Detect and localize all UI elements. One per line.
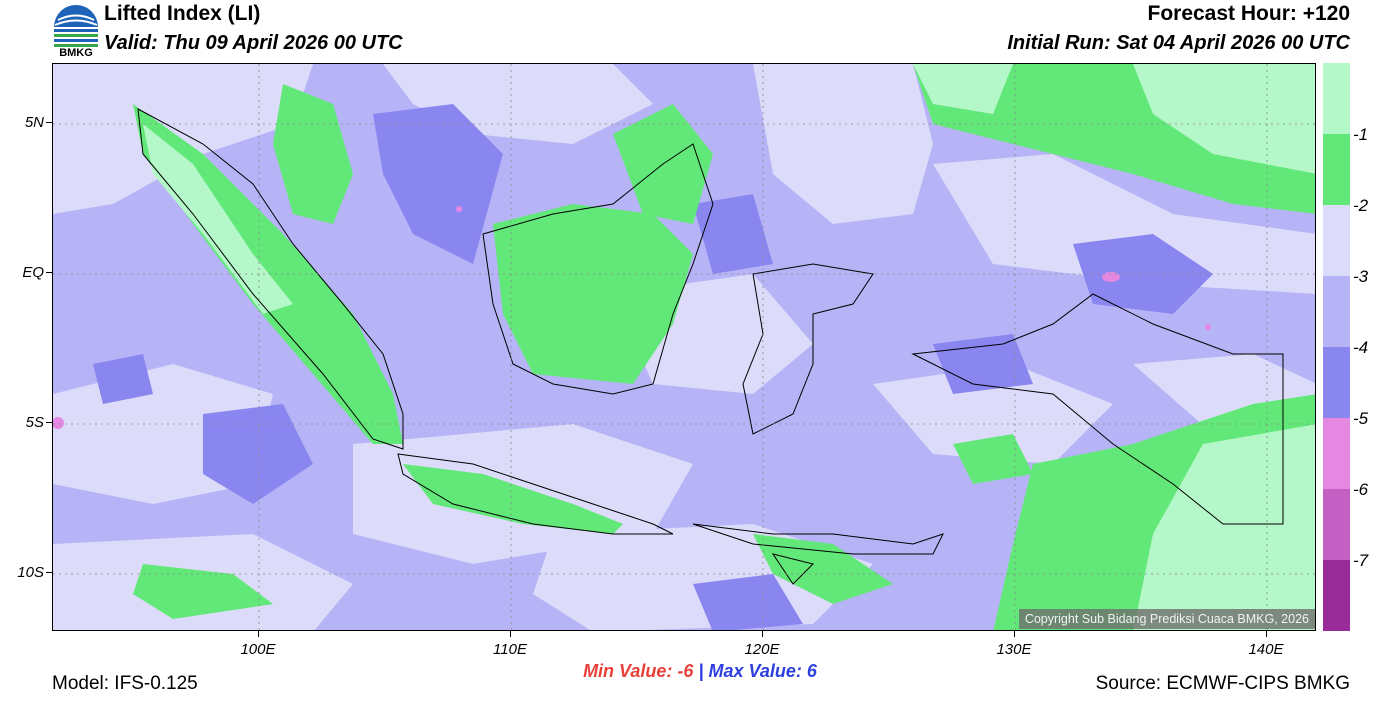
lat-label-5n: 5N — [24, 114, 44, 131]
logo-text: BMKG — [59, 47, 93, 59]
max-value: 6 — [806, 661, 817, 681]
colorbar-label: -3 — [1353, 267, 1369, 286]
copyright-notice: Copyright Sub Bidang Prediksi Cuaca BMKG… — [1018, 609, 1315, 629]
min-value: -6 — [677, 661, 694, 681]
colorbar-label: -1 — [1353, 125, 1369, 144]
forecast-hour: Forecast Hour: +120 — [1147, 2, 1351, 25]
colorbar-swatch — [1323, 134, 1350, 205]
colorbar-swatch — [1323, 63, 1350, 134]
lon-label-100e: 100E — [240, 641, 276, 658]
valid-time: Valid: Thu 09 April 2026 00 UTC — [104, 32, 403, 54]
lat-tick — [46, 122, 52, 123]
colorbar-label: -5 — [1353, 409, 1369, 428]
colorbar-label: -2 — [1353, 196, 1369, 215]
colorbar-swatch — [1323, 418, 1350, 489]
chart-title: Lifted Index (LI) — [104, 2, 261, 25]
field-dark-zones — [93, 104, 1213, 630]
colorbar-swatch — [1323, 489, 1350, 560]
colorbar-swatch — [1323, 347, 1350, 418]
source-info: Source: ECMWF-CIPS BMKG — [1095, 673, 1350, 694]
lon-label-120e: 120E — [744, 641, 780, 658]
lat-tick — [46, 272, 52, 273]
colorbar-swatch — [1323, 276, 1350, 347]
lat-label-10s: 10S — [17, 564, 44, 581]
min-max-values: Min Value: -6 | Max Value: 6 — [0, 661, 1400, 682]
coastlines — [137, 108, 1284, 585]
lon-tick — [258, 631, 259, 637]
field-pink-spots — [53, 206, 1211, 429]
lon-tick — [1266, 631, 1267, 637]
map-canvas — [53, 64, 1315, 630]
lon-label-130e: 130E — [996, 641, 1032, 658]
graticule — [53, 64, 1315, 630]
colorbar-swatch — [1323, 560, 1350, 631]
lat-tick — [46, 422, 52, 423]
colorbar-label: -4 — [1353, 338, 1369, 357]
min-max-separator: | — [698, 661, 704, 681]
lon-label-110e: 110E — [493, 641, 527, 658]
colorbar-label: -6 — [1353, 480, 1369, 499]
bmkg-logo-icon — [54, 5, 98, 47]
initial-run: Initial Run: Sat 04 April 2026 00 UTC — [1007, 32, 1350, 54]
colorbar — [1323, 63, 1350, 631]
lon-tick — [762, 631, 763, 637]
lat-label-5s: 5S — [25, 414, 44, 431]
lat-tick — [46, 572, 52, 573]
min-value-label: Min Value: — [583, 661, 673, 681]
map-panel — [52, 63, 1316, 631]
colorbar-swatch — [1323, 205, 1350, 276]
max-value-label: Max Value: — [708, 661, 802, 681]
model-info: Model: IFS-0.125 — [52, 673, 198, 694]
lon-tick — [510, 631, 511, 637]
field-lightgreen-zones — [143, 64, 1315, 630]
lat-label-eq: EQ — [22, 264, 44, 281]
colorbar-label: -7 — [1353, 551, 1369, 570]
lon-tick — [1014, 631, 1015, 637]
lon-label-140e: 140E — [1248, 641, 1284, 658]
